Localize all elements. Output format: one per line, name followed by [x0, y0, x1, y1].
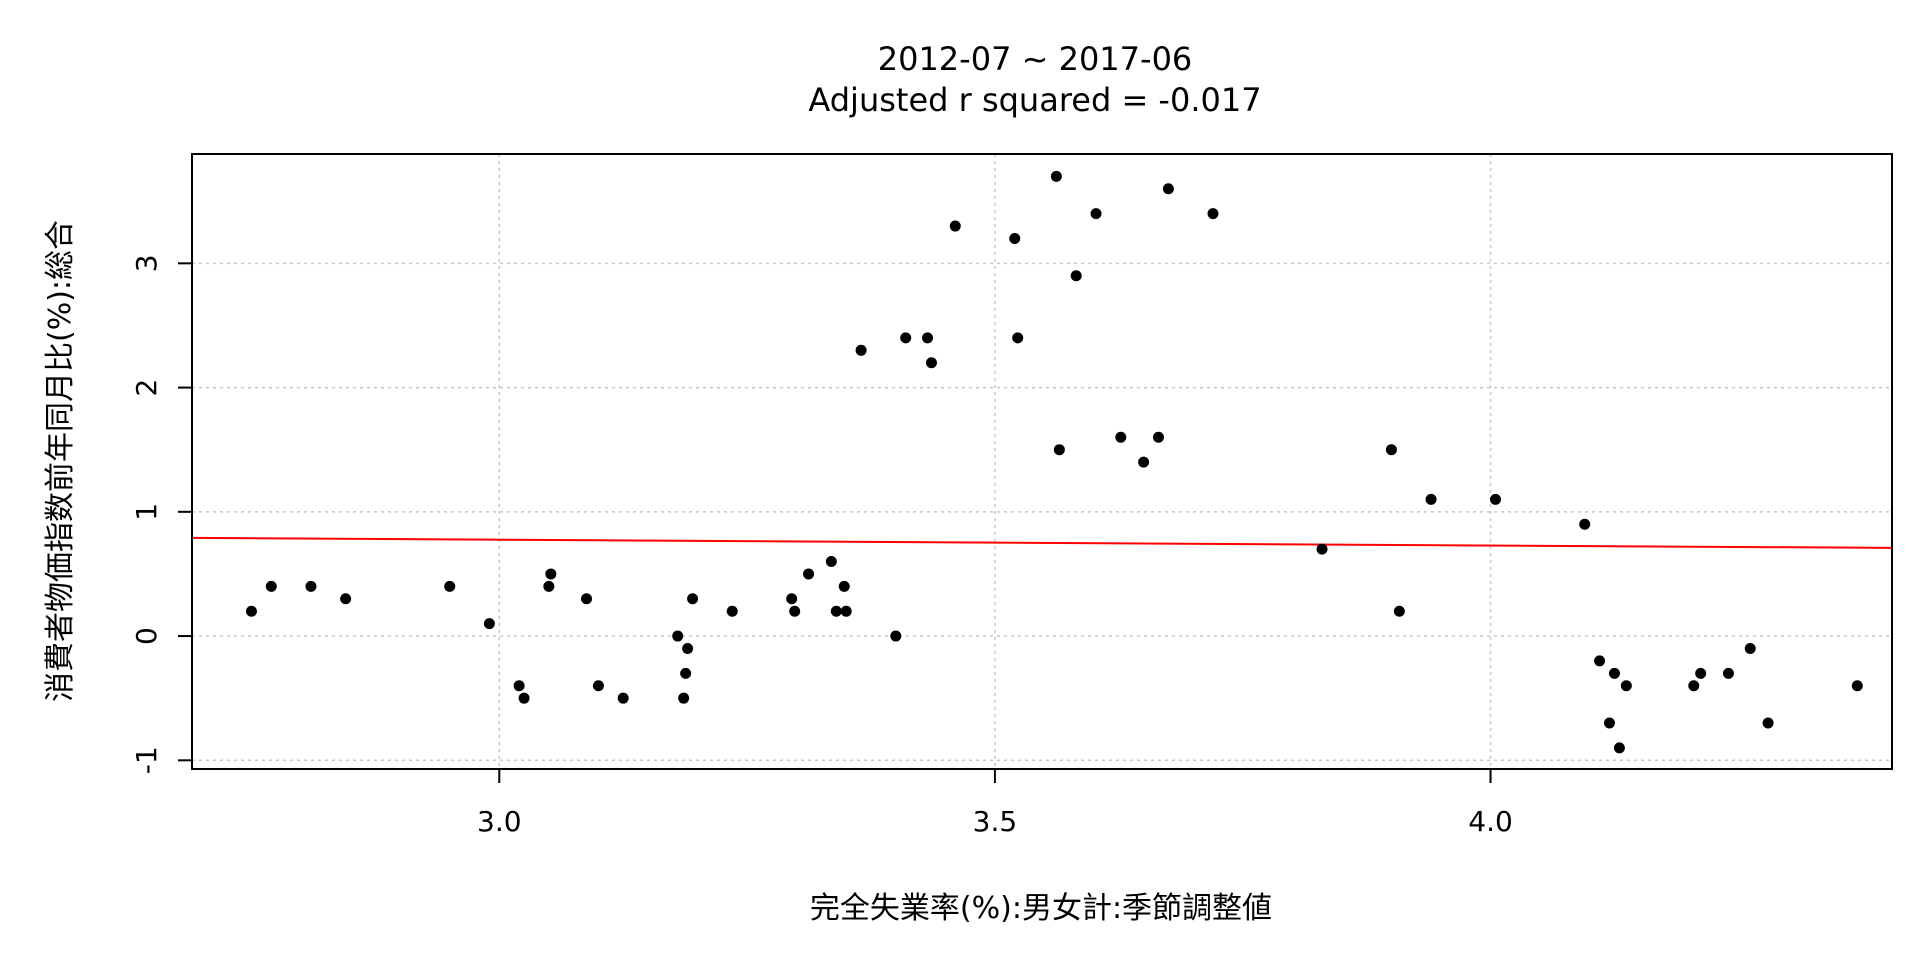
data-point	[1594, 655, 1606, 667]
x-tick-label: 3.0	[477, 805, 522, 838]
data-point	[581, 593, 593, 605]
data-point	[672, 630, 684, 642]
data-point	[786, 593, 798, 605]
regression-line	[191, 536, 1893, 549]
x-axis: 3.0 3.5 4.0	[477, 769, 1513, 838]
data-point	[922, 332, 934, 344]
data-point	[825, 556, 837, 568]
data-point	[900, 332, 912, 344]
data-point	[592, 680, 604, 692]
y-tick-label: 2	[130, 379, 163, 397]
data-point	[1316, 543, 1328, 555]
data-point	[1688, 680, 1700, 692]
y-tick-label: -1	[130, 746, 163, 774]
data-point	[1620, 680, 1632, 692]
data-point	[1425, 493, 1437, 505]
x-tick-label: 3.5	[973, 805, 1018, 838]
y-tick-label: 1	[130, 503, 163, 521]
data-point	[617, 692, 629, 704]
data-point	[1608, 667, 1620, 679]
data-point	[444, 580, 456, 592]
data-point	[305, 580, 317, 592]
data-point	[1695, 667, 1707, 679]
y-axis-label: 消費者物価指数前年同月比(%):総合	[43, 220, 78, 702]
data-points	[245, 170, 1863, 754]
y-tick-label: 3	[130, 254, 163, 272]
data-point	[949, 220, 961, 232]
chart-title: 2012-07 ~ 2017-06	[878, 40, 1193, 78]
data-point	[803, 568, 815, 580]
plot-frame	[191, 153, 1893, 770]
data-point	[840, 605, 852, 617]
data-point	[1138, 456, 1150, 468]
data-point	[726, 605, 738, 617]
data-point	[855, 344, 867, 356]
data-point	[1053, 444, 1065, 456]
data-point	[682, 642, 694, 654]
x-axis-label: 完全失業率(%):男女計:季節調整値	[810, 891, 1272, 926]
data-point	[265, 580, 277, 592]
data-point	[1579, 518, 1591, 530]
data-point	[245, 605, 257, 617]
data-point	[890, 630, 902, 642]
data-point	[1603, 717, 1615, 729]
chart-subtitle: Adjusted r squared = -0.017	[808, 81, 1261, 119]
data-point	[518, 692, 530, 704]
data-point	[1489, 493, 1501, 505]
data-point	[1613, 742, 1625, 754]
data-point	[1012, 332, 1024, 344]
data-point	[545, 568, 557, 580]
data-point	[1393, 605, 1405, 617]
data-point	[678, 692, 690, 704]
data-point	[543, 580, 555, 592]
data-point	[1762, 717, 1774, 729]
data-point	[1070, 270, 1082, 282]
data-point	[830, 605, 842, 617]
data-point	[1009, 232, 1021, 244]
data-point	[789, 605, 801, 617]
x-tick-label: 4.0	[1468, 805, 1513, 838]
data-point	[483, 618, 495, 630]
data-point	[1152, 431, 1164, 443]
data-point	[513, 680, 525, 692]
y-axis: -1 0 1 2 3	[130, 254, 192, 774]
data-point	[1722, 667, 1734, 679]
data-point	[687, 593, 699, 605]
data-point	[1090, 208, 1102, 220]
data-point	[1050, 170, 1062, 182]
data-point	[838, 580, 850, 592]
data-point	[1385, 444, 1397, 456]
data-point	[1851, 680, 1863, 692]
data-point	[1207, 208, 1219, 220]
data-point	[1744, 642, 1756, 654]
data-point	[925, 357, 937, 369]
data-point	[340, 593, 352, 605]
data-point	[680, 667, 692, 679]
data-point	[1115, 431, 1127, 443]
y-tick-label: 0	[130, 627, 163, 645]
data-point	[1162, 183, 1174, 195]
grid	[192, 154, 1892, 769]
